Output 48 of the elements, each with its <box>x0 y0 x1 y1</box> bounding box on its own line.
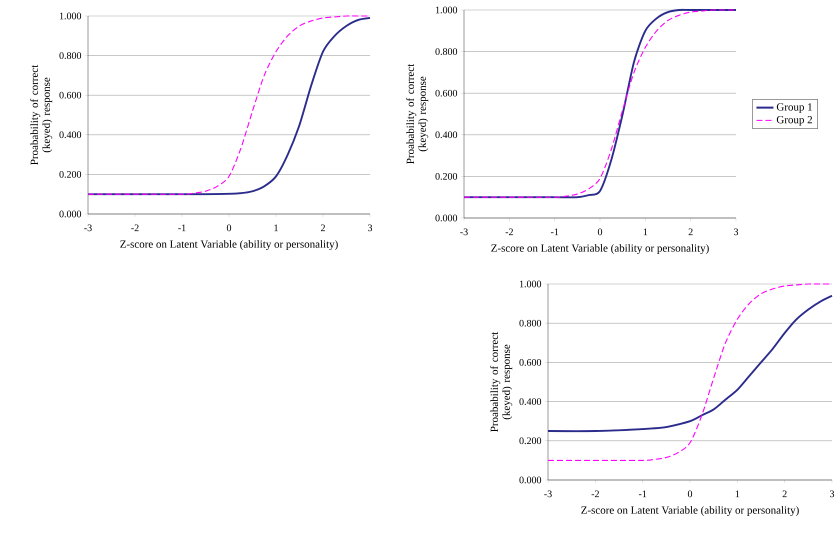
y-tick-label: 1.000 <box>520 280 542 288</box>
line-series <box>547 294 833 432</box>
x-tick-label: 3 <box>830 490 834 498</box>
y-tick-label: 0.000 <box>519 476 542 484</box>
x-tick-label: 3 <box>368 224 372 232</box>
x-tick-label: 1 <box>736 490 740 498</box>
x-tick-label: -2 <box>131 224 139 232</box>
x-tick-label: 0 <box>688 490 692 498</box>
y-tick-label: 0.400 <box>519 398 542 405</box>
x-tick-label: -2 <box>592 490 599 498</box>
x-tick-label: -1 <box>638 490 646 498</box>
y-tick-label: 0.800 <box>59 52 82 59</box>
y-tick-label: 0.800 <box>435 48 458 55</box>
x-tick-label: 2 <box>782 490 787 498</box>
y-tick-label: 0.400 <box>59 131 82 138</box>
y-tick-label: 0.600 <box>435 90 458 97</box>
y-tick-label: 0.400 <box>435 131 458 138</box>
x-axis-title: Z-score on Latent Variable (ability or personality) <box>491 244 709 254</box>
y-axis-title: Proabability of correct (keyed) response <box>30 64 52 165</box>
x-tick-label: 1 <box>274 224 278 232</box>
x-tick-label: 2 <box>320 224 325 232</box>
y-tick-label: 1.000 <box>60 12 82 20</box>
x-tick-label: 0 <box>226 224 232 232</box>
y-tick-label: 0.200 <box>435 173 458 180</box>
y-tick-label: 0.800 <box>519 320 542 327</box>
y-tick-label: 0.000 <box>435 214 458 222</box>
legend-label: Group 1 <box>776 103 812 113</box>
y-axis-title: Proabability of correct (keyed) response <box>406 64 428 164</box>
y-axis-title: Proabability of correct (keyed) response <box>490 332 512 432</box>
x-tick-label: -3 <box>460 228 468 236</box>
legend-label: Group 2 <box>776 116 812 126</box>
x-axis-title: Z-score on Latent Variable (ability or personality) <box>581 506 799 516</box>
y-tick-label: 0.200 <box>59 171 82 178</box>
x-tick-label: 1 <box>644 228 648 236</box>
x-tick-label: -1 <box>178 224 186 232</box>
x-tick-label: -1 <box>550 228 558 236</box>
x-tick-label: -3 <box>84 224 92 232</box>
y-tick-label: 0.600 <box>59 92 82 99</box>
y-tick-label: 0.200 <box>519 437 542 444</box>
x-axis-title: Z-score on Latent Variable (ability or personality) <box>120 240 338 250</box>
y-tick-label: 0.000 <box>59 210 82 218</box>
x-tick-label: 3 <box>734 228 738 236</box>
x-tick-label: -3 <box>544 490 552 498</box>
y-tick-label: 0.600 <box>519 359 542 366</box>
x-tick-label: 2 <box>688 228 693 236</box>
x-tick-label: -2 <box>506 228 513 236</box>
x-tick-label: 0 <box>598 228 602 236</box>
y-tick-label: 1.000 <box>436 6 458 14</box>
